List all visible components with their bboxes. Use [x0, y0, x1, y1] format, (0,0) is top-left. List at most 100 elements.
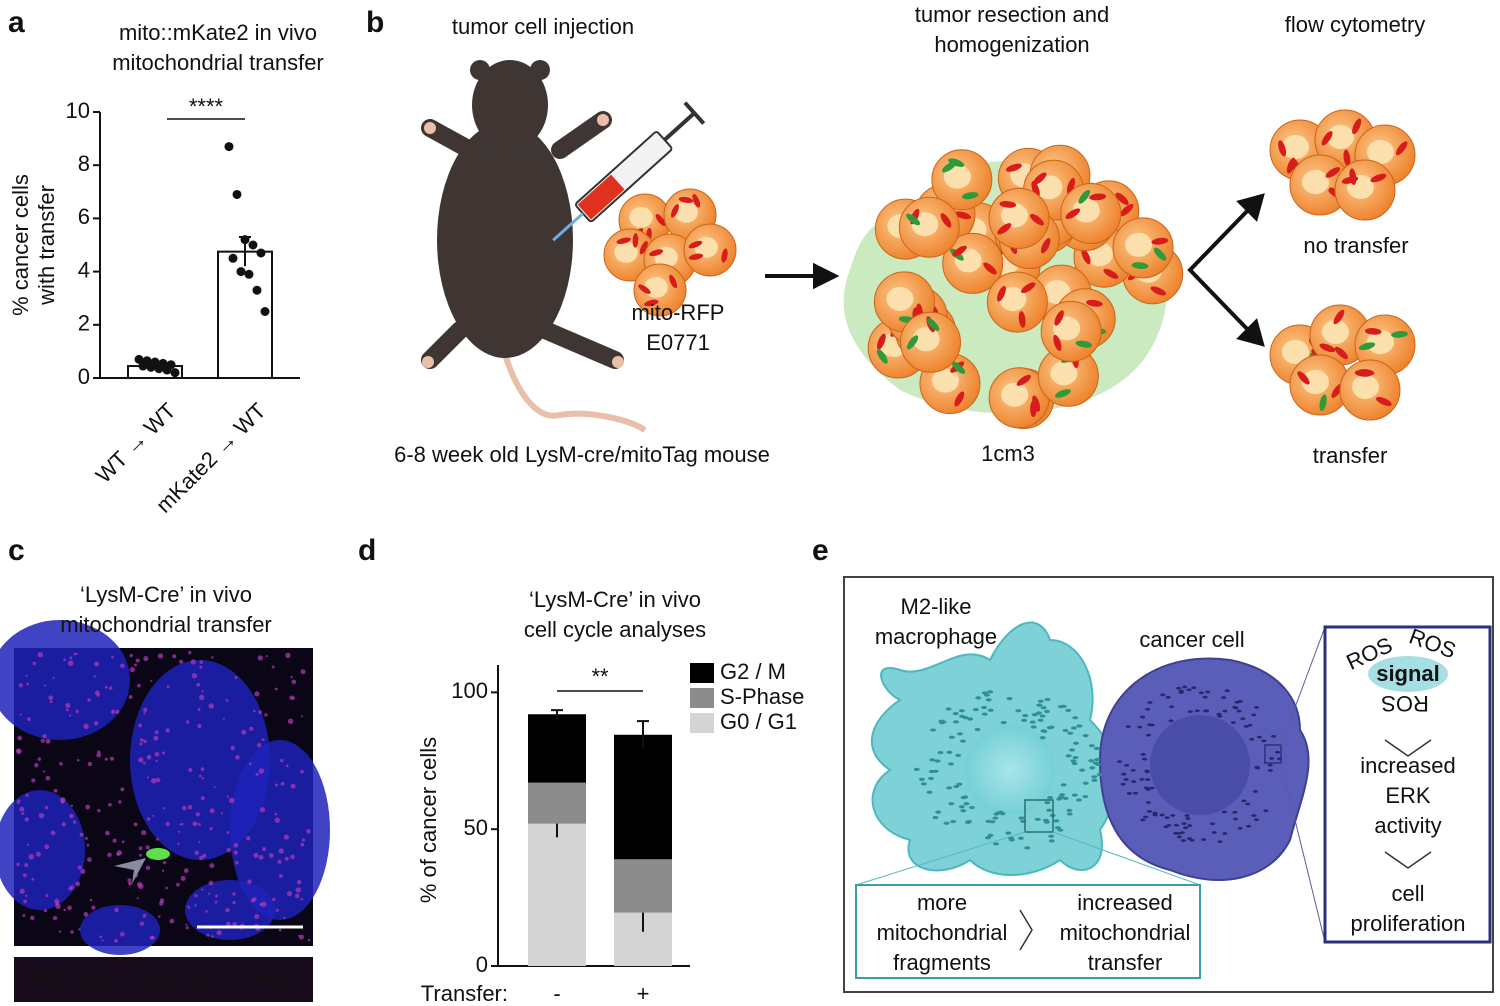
rfp-dot — [19, 713, 22, 716]
mito-fragment — [1091, 778, 1098, 782]
cell-nucleus — [1302, 370, 1329, 394]
rfp-dot — [258, 710, 262, 715]
mito — [877, 333, 886, 350]
rfp-dot — [196, 682, 201, 687]
rfp-dot — [198, 841, 201, 844]
mito-fragment — [1044, 697, 1051, 702]
mito-fragment — [913, 767, 920, 772]
rfp-dot — [22, 873, 27, 878]
mito-fragment — [1126, 792, 1132, 795]
y-axis-label: % cancer cells — [8, 174, 33, 316]
mito — [1319, 394, 1327, 411]
signal-mito — [1368, 656, 1448, 692]
mito — [906, 335, 919, 350]
mito-fragment — [1079, 768, 1086, 772]
mito-fragment — [1185, 817, 1191, 820]
mito — [1151, 237, 1169, 245]
rfp-dot — [158, 915, 161, 918]
y-tick-label: 6 — [78, 204, 90, 229]
rfp-dot — [142, 761, 146, 765]
mito — [1391, 330, 1408, 338]
rfp-dot — [110, 710, 115, 715]
mito — [1286, 157, 1296, 174]
mito-fragment — [981, 705, 988, 710]
mito-fragment — [1070, 726, 1077, 730]
rfp-dot — [37, 757, 42, 761]
mito-fragment — [918, 777, 925, 781]
mito-fragment — [1057, 795, 1064, 799]
mito-fragment — [1152, 811, 1158, 815]
mito-fragment — [1024, 846, 1031, 850]
bar-segment — [528, 782, 586, 824]
mito-fragment — [1159, 813, 1165, 817]
mito — [1005, 163, 1022, 172]
mito-fragment — [930, 728, 937, 732]
rfp-dot — [201, 888, 204, 891]
mito-fragment — [1160, 693, 1166, 697]
cell-nucleus — [943, 164, 971, 189]
mito-fragment — [1096, 772, 1103, 777]
data-point — [154, 364, 164, 374]
mito-fragment — [1131, 780, 1137, 783]
cell-nucleus — [1327, 125, 1354, 149]
mito-fragment — [1017, 836, 1024, 840]
rfp-dot — [188, 907, 191, 910]
mito-fragment — [987, 708, 994, 712]
rfp-dot — [285, 652, 291, 659]
rfp-dot — [107, 852, 112, 858]
rfp-dot — [299, 934, 304, 940]
rfp-dot — [180, 875, 186, 881]
y-tick-label: 100 — [451, 678, 488, 703]
rfp-dot — [249, 726, 254, 731]
rfp-dot — [241, 729, 247, 735]
rfp-dot — [247, 879, 252, 884]
rfp-dot — [188, 650, 192, 655]
data-point — [228, 253, 238, 263]
rfp-dot — [115, 709, 120, 714]
rfp-dot — [50, 830, 56, 836]
mito-fragment — [958, 805, 965, 809]
mito-fragment — [1030, 725, 1037, 729]
mito-fragment — [1173, 823, 1180, 827]
rfp-dot — [31, 778, 36, 783]
rfp-dot — [84, 836, 88, 840]
mito-fragment — [1217, 840, 1223, 844]
mito — [721, 248, 728, 263]
mito-fragment — [1145, 801, 1151, 804]
rfp-dot — [85, 804, 91, 810]
mito-fragment — [1145, 733, 1152, 737]
mito-fragment — [981, 712, 988, 716]
rfp-dot — [190, 659, 196, 665]
rfp-dot — [104, 685, 108, 689]
mito — [1018, 311, 1026, 328]
mito-fragment — [1191, 686, 1197, 690]
mito-fragment — [1222, 832, 1228, 835]
rfp-dot — [16, 862, 20, 867]
rfp-dot — [254, 913, 260, 920]
arrows — [765, 193, 1265, 347]
rfp-dot — [70, 930, 74, 934]
rfp-dot — [202, 853, 207, 858]
mito-fragment — [1232, 817, 1239, 821]
rfp-dot — [61, 822, 66, 827]
nucleus — [0, 620, 130, 740]
chevron — [1384, 739, 1432, 757]
cell-nucleus — [954, 248, 982, 273]
mito — [655, 214, 666, 227]
rfp-dot — [104, 757, 108, 761]
rfp-dot — [37, 652, 44, 658]
mito-fragment — [1070, 759, 1077, 763]
rfp-dot — [157, 653, 164, 659]
rfp-dot — [258, 768, 265, 774]
rfp-dot — [96, 693, 100, 697]
rfp-dot — [162, 861, 167, 865]
rfp-dot — [165, 821, 170, 827]
mito-fragments — [913, 685, 1283, 850]
mito-fragment — [1254, 766, 1261, 770]
rfp-dot — [175, 882, 180, 887]
mito-fragment — [1251, 814, 1257, 817]
mito — [942, 161, 957, 173]
nucleus — [0, 790, 85, 910]
mito — [1278, 140, 1287, 157]
process-box — [855, 884, 1201, 979]
